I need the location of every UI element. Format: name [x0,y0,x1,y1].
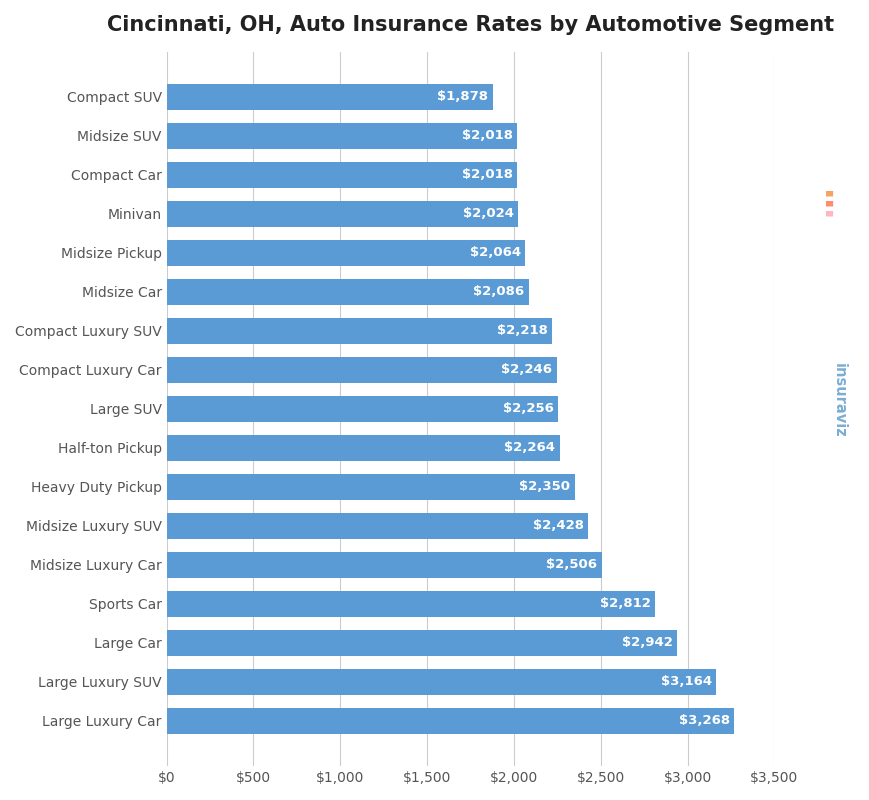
Bar [167,279,528,305]
Bar [167,670,715,694]
Text: $2,506: $2,506 [546,558,597,571]
Text: $2,218: $2,218 [496,325,547,338]
Bar [167,318,551,344]
Text: $2,812: $2,812 [599,598,650,610]
Text: $2,086: $2,086 [473,286,524,298]
Text: $2,256: $2,256 [502,402,554,415]
Bar [167,474,574,500]
Bar [167,123,516,149]
Text: $2,246: $2,246 [501,363,552,377]
Text: $3,268: $3,268 [678,714,729,727]
Bar [167,396,558,422]
Title: Cincinnati, OH, Auto Insurance Rates by Automotive Segment: Cincinnati, OH, Auto Insurance Rates by … [107,15,833,35]
Bar [167,514,587,538]
Text: $1,878: $1,878 [437,90,488,103]
Text: $2,264: $2,264 [504,442,554,454]
Text: $3,164: $3,164 [660,675,711,689]
Bar [167,552,601,578]
Text: $2,942: $2,942 [621,637,673,650]
Bar [167,708,733,734]
Bar [167,591,654,617]
Text: $2,350: $2,350 [519,481,570,494]
Text: █: █ [824,209,831,214]
Bar [167,84,492,110]
Text: $2,024: $2,024 [462,207,513,221]
Text: █: █ [824,190,831,194]
Text: $2,064: $2,064 [469,246,520,259]
Text: insuraviz: insuraviz [831,362,846,438]
Bar [167,240,524,266]
Bar [167,358,556,382]
Text: $2,018: $2,018 [461,130,512,142]
Text: █: █ [824,199,831,204]
Bar [167,162,516,188]
Bar [167,435,559,461]
Text: $2,428: $2,428 [532,519,583,533]
Bar [167,202,517,226]
Text: $2,018: $2,018 [461,169,512,182]
Bar [167,630,677,656]
